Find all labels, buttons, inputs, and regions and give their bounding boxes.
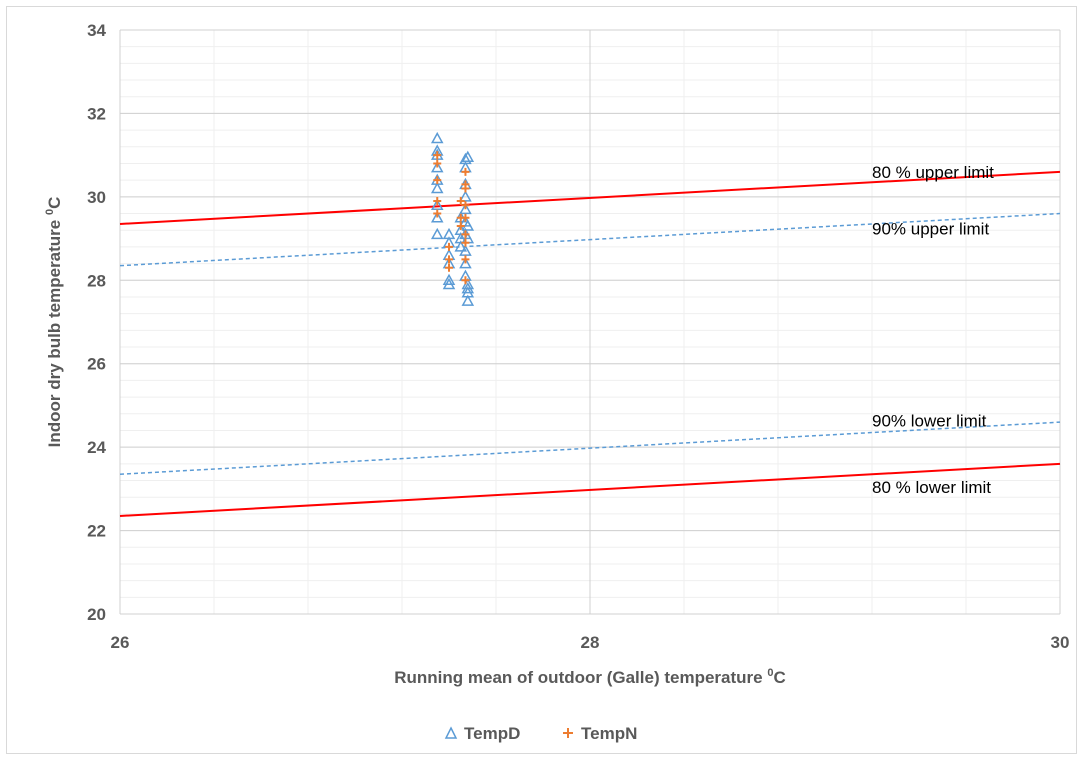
point-tempn bbox=[461, 167, 470, 176]
point-tempd bbox=[459, 190, 472, 202]
point-tempd bbox=[442, 277, 456, 290]
point-tempn bbox=[445, 255, 453, 264]
y-axis-title: Indoor dry bulb temperature 0C bbox=[44, 197, 64, 448]
point-tempn bbox=[461, 184, 470, 193]
legend-label-tempd: TempD bbox=[464, 724, 520, 743]
point-tempd bbox=[430, 181, 444, 194]
legend: TempD TempN bbox=[444, 724, 637, 743]
point-tempd bbox=[459, 244, 472, 256]
point-tempn bbox=[461, 201, 470, 210]
annotation-label: 80 % upper limit bbox=[872, 163, 994, 182]
y-tick-label: 30 bbox=[87, 188, 106, 207]
legend-marker-tempd bbox=[444, 726, 458, 739]
point-tempn bbox=[461, 276, 470, 285]
x-axis-title: Running mean of outdoor (Galle) temperat… bbox=[394, 667, 785, 687]
point-tempn bbox=[445, 242, 453, 251]
point-tempd bbox=[454, 240, 468, 252]
legend-marker-tempn bbox=[563, 728, 573, 738]
point-tempd bbox=[430, 198, 444, 210]
point-tempd bbox=[442, 273, 456, 286]
major-gridlines bbox=[119, 29, 1061, 615]
y-tick-label: 22 bbox=[87, 522, 106, 541]
limit-lines bbox=[119, 170, 1061, 517]
legend-item-tempn: TempN bbox=[563, 724, 637, 743]
y-tick-label: 20 bbox=[87, 605, 106, 624]
point-tempn bbox=[445, 263, 453, 272]
limit-line-3 bbox=[119, 212, 1061, 267]
legend-item-tempd: TempD bbox=[444, 724, 520, 743]
point-tempd bbox=[430, 227, 444, 240]
point-tempd bbox=[461, 282, 475, 294]
y-tick-label: 28 bbox=[87, 271, 106, 290]
point-tempd bbox=[430, 211, 444, 223]
y-tick-label: 26 bbox=[87, 355, 106, 374]
y-tick-label: 34 bbox=[87, 21, 106, 40]
point-tempn bbox=[461, 230, 470, 239]
point-tempn bbox=[433, 151, 442, 160]
limit-line-2 bbox=[119, 170, 1061, 225]
limit-line-4 bbox=[119, 421, 1061, 476]
point-tempn bbox=[433, 197, 442, 206]
point-tempd bbox=[459, 202, 472, 215]
annotation-label: 90% upper limit bbox=[872, 219, 989, 238]
annotation-label: 90% lower limit bbox=[872, 411, 987, 430]
point-tempn bbox=[456, 197, 465, 206]
limit-line-5 bbox=[119, 462, 1061, 517]
point-tempn bbox=[433, 176, 442, 185]
point-tempd bbox=[461, 150, 475, 162]
y-tick-label: 24 bbox=[87, 438, 106, 457]
point-tempn bbox=[461, 213, 470, 222]
point-tempn bbox=[433, 209, 442, 218]
y-tick-label: 32 bbox=[87, 104, 106, 123]
point-tempn bbox=[461, 255, 470, 264]
point-tempn bbox=[433, 159, 442, 168]
x-tick-label: 28 bbox=[581, 633, 600, 652]
point-tempd bbox=[461, 294, 475, 306]
point-tempd bbox=[459, 257, 472, 269]
x-tick-label: 26 bbox=[111, 633, 130, 652]
point-tempn bbox=[456, 222, 465, 231]
annotations: 80 % upper limit 90% upper limit 90% lower… bbox=[872, 163, 994, 497]
point-tempn bbox=[461, 238, 470, 247]
legend-label-tempn: TempN bbox=[581, 724, 637, 743]
data-points bbox=[430, 131, 475, 306]
point-tempd bbox=[430, 161, 444, 173]
point-tempd bbox=[461, 219, 475, 231]
annotation-label: 80 % lower limit bbox=[872, 478, 991, 497]
point-tempd bbox=[430, 131, 444, 144]
x-tick-label: 30 bbox=[1051, 633, 1070, 652]
tick-labels: 20 22 24 26 28 30 32 34 26 28 30 bbox=[87, 21, 1069, 652]
